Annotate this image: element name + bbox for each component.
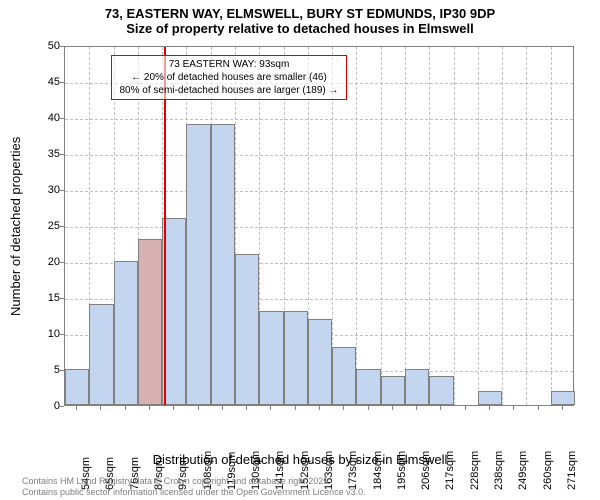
grid-line-v	[381, 47, 382, 405]
grid-line-h	[65, 227, 573, 228]
grid-line-v	[478, 47, 479, 405]
footer-line1: Contains HM Land Registry data © Crown c…	[22, 476, 366, 487]
histogram-bar	[65, 369, 89, 405]
y-tick-label: 35	[48, 148, 60, 160]
x-tick	[76, 406, 77, 410]
chart-subtitle: Size of property relative to detached ho…	[0, 21, 600, 36]
x-tick	[440, 406, 441, 410]
grid-line-h	[65, 191, 573, 192]
x-tick	[295, 406, 296, 410]
grid-line-v	[526, 47, 527, 405]
histogram-bar	[308, 319, 332, 405]
histogram-bar	[235, 254, 259, 405]
histogram-bar	[89, 304, 113, 405]
x-tick	[319, 406, 320, 410]
x-tick	[562, 406, 563, 410]
histogram-bar	[284, 311, 308, 405]
histogram-bar	[405, 369, 429, 405]
grid-line-v	[551, 47, 552, 405]
annotation-line3: 80% of semi-detached houses are larger (…	[118, 84, 340, 97]
histogram-bar	[211, 124, 235, 405]
grid-line-v	[454, 47, 455, 405]
x-axis-label: Distribution of detached houses by size …	[0, 452, 600, 467]
x-tick	[538, 406, 539, 410]
annotation-box: 73 EASTERN WAY: 93sqm ← 20% of detached …	[111, 55, 347, 100]
x-tick	[392, 406, 393, 410]
x-tick	[198, 406, 199, 410]
histogram-bar	[332, 347, 356, 405]
grid-line-h	[65, 119, 573, 120]
y-tick-label: 25	[48, 220, 60, 232]
footer-line2: Contains public sector information licen…	[22, 487, 366, 498]
x-tick	[343, 406, 344, 410]
y-tick-label: 40	[48, 112, 60, 124]
x-tick	[489, 406, 490, 410]
x-tick	[246, 406, 247, 410]
annotation-line1: 73 EASTERN WAY: 93sqm	[118, 58, 340, 71]
x-tick	[173, 406, 174, 410]
y-tick-label: 20	[48, 256, 60, 268]
grid-line-v	[405, 47, 406, 405]
y-tick-label: 30	[48, 184, 60, 196]
x-tick	[100, 406, 101, 410]
x-tick	[270, 406, 271, 410]
annotation-line2: ← 20% of detached houses are smaller (46…	[118, 71, 340, 84]
x-tick	[368, 406, 369, 410]
histogram-bar	[186, 124, 210, 405]
chart-title: 73, EASTERN WAY, ELMSWELL, BURY ST EDMUN…	[0, 0, 600, 21]
x-tick	[513, 406, 514, 410]
x-tick	[416, 406, 417, 410]
grid-line-v	[356, 47, 357, 405]
y-tick-label: 15	[48, 292, 60, 304]
y-tick	[60, 406, 64, 407]
y-tick-label: 10	[48, 328, 60, 340]
histogram-bar	[356, 369, 380, 405]
histogram-bar	[429, 376, 453, 405]
x-tick	[465, 406, 466, 410]
plot-area: 73 EASTERN WAY: 93sqm ← 20% of detached …	[64, 46, 574, 406]
reference-line	[164, 47, 166, 405]
y-tick-label: 50	[48, 40, 60, 52]
histogram-bar	[259, 311, 283, 405]
grid-line-v	[502, 47, 503, 405]
x-tick	[125, 406, 126, 410]
histogram-bar-highlight	[138, 239, 162, 405]
histogram-bar	[114, 261, 138, 405]
grid-line-h	[65, 155, 573, 156]
histogram-bar	[551, 391, 575, 405]
footer: Contains HM Land Registry data © Crown c…	[22, 476, 366, 498]
histogram-bar	[478, 391, 502, 405]
y-tick-label: 45	[48, 76, 60, 88]
x-tick	[222, 406, 223, 410]
histogram-bar	[381, 376, 405, 405]
y-axis-label: Number of detached properties	[8, 137, 23, 316]
grid-line-v	[429, 47, 430, 405]
x-tick	[149, 406, 150, 410]
